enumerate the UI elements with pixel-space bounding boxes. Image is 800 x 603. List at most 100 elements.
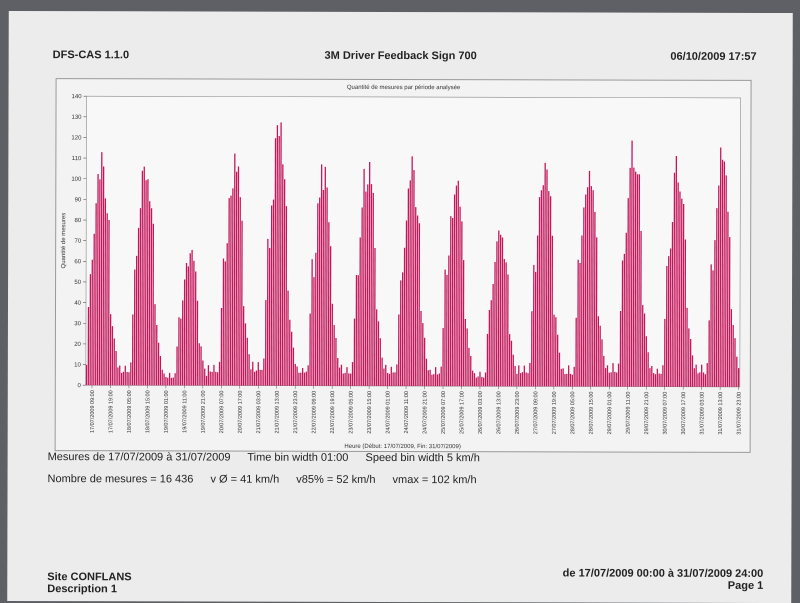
x-tick-label: 19/07/2009 11:00 — [182, 390, 188, 432]
summary-line-1: Mesures de 17/07/2009 à 31/07/2009 Time … — [48, 451, 494, 464]
histogram-bar — [119, 365, 120, 385]
histogram-bar — [555, 317, 556, 386]
histogram-bar — [598, 316, 599, 386]
histogram-chart: Quantité de mesures par période analysée… — [56, 79, 751, 452]
histogram-bar — [516, 374, 517, 386]
y-tick-label: 0 — [77, 383, 81, 389]
histogram-bar — [509, 334, 510, 386]
y-tick-label: 50 — [74, 280, 81, 286]
histogram-bar — [245, 323, 246, 385]
histogram-bar — [699, 372, 700, 386]
y-tick-label: 70 — [74, 239, 81, 245]
histogram-bar — [381, 358, 382, 386]
histogram-bar — [219, 362, 220, 386]
x-tick-label: 21/07/2009 13:00 — [275, 391, 281, 434]
count-text: Nombre de mesures = 16 436 — [48, 473, 194, 485]
histogram-bar — [182, 300, 184, 385]
histogram-bar — [603, 356, 604, 387]
histogram-bar — [352, 362, 353, 386]
x-tick-label: 18/07/2009 15:00 — [145, 390, 151, 433]
histogram-bar — [123, 372, 124, 386]
y-tick-label: 40 — [74, 301, 81, 307]
site-name: Site CONFLANS — [47, 571, 131, 583]
histogram-bar — [163, 373, 164, 385]
histogram-bar — [562, 368, 563, 386]
histogram-bar — [483, 378, 484, 387]
x-tick-label: 18/07/2009 05:00 — [127, 390, 133, 433]
histogram-bar — [601, 339, 602, 386]
x-tick-label: 25/07/2009 17:00 — [459, 391, 465, 434]
x-tick-label: 19/07/2009 01:00 — [164, 390, 170, 433]
y-tick-label: 10 — [74, 363, 81, 369]
histogram-bar — [479, 372, 480, 387]
histogram-bar — [524, 366, 525, 387]
histogram-bar — [344, 373, 345, 386]
histogram-bar — [258, 362, 259, 386]
histogram-bar — [221, 308, 222, 386]
histogram-bar — [559, 353, 560, 387]
histogram-bar — [256, 371, 257, 386]
histogram-bar — [695, 365, 696, 387]
histogram-bar — [354, 319, 355, 386]
histogram-bar — [112, 326, 113, 385]
histogram-bar — [263, 359, 264, 386]
histogram-bar — [429, 370, 430, 386]
histogram-bar — [210, 372, 211, 386]
histogram-bar — [574, 367, 575, 387]
histogram-bar — [162, 370, 163, 386]
x-tick-label: 21/07/2009 03:00 — [256, 391, 262, 434]
histogram-bar — [485, 372, 486, 386]
x-tick-label: 26/07/2009 03:00 — [478, 391, 484, 434]
histogram-bar — [115, 351, 116, 385]
histogram-bar — [211, 372, 212, 386]
histogram-bar — [568, 365, 569, 386]
y-tick-label: 20 — [74, 342, 81, 348]
histogram-bar — [350, 374, 351, 386]
histogram-bar — [708, 320, 709, 386]
y-tick-label: 80 — [75, 218, 82, 224]
histogram-bar — [736, 357, 737, 387]
histogram-bar — [252, 362, 253, 386]
histogram-bar — [132, 314, 133, 385]
x-tick-label: 31/07/2009 23:00 — [736, 392, 742, 435]
histogram-bar — [511, 341, 512, 387]
histogram-bar — [289, 320, 290, 386]
histogram-bar — [651, 366, 652, 387]
x-tick-label: 24/07/2009 01:00 — [385, 391, 391, 434]
histogram-bar — [657, 369, 658, 387]
histogram-bar — [385, 365, 386, 386]
report-page: DFS-CAS 1.1.0 3M Driver Feedback Sign 70… — [7, 11, 793, 603]
histogram-bar — [307, 365, 308, 385]
period-text: Mesures de 17/07/2009 à 31/07/2009 — [48, 451, 231, 463]
x-tick-label: 24/07/2009 21:00 — [422, 391, 428, 434]
histogram-bar — [128, 372, 129, 385]
histogram-bar — [250, 369, 251, 385]
histogram-bar — [433, 374, 434, 386]
histogram-bar — [705, 374, 706, 387]
time-bin-text: Time bin width 01:00 — [247, 452, 348, 464]
histogram-bar — [441, 367, 442, 386]
histogram-bar — [180, 319, 181, 386]
histogram-bar — [553, 315, 554, 387]
histogram-bar — [302, 368, 303, 386]
histogram-bar — [208, 365, 209, 385]
histogram-bar — [557, 335, 558, 387]
histogram-bar — [642, 305, 644, 386]
x-tick-label: 23/07/2009 05:00 — [349, 391, 355, 434]
histogram-bar — [561, 369, 562, 387]
histogram-bar — [396, 364, 397, 386]
histogram-bar — [335, 338, 336, 386]
histogram-bar — [259, 370, 260, 386]
histogram-bar — [513, 355, 514, 387]
y-tick-label: 120 — [71, 135, 82, 141]
histogram-bar — [110, 314, 111, 385]
histogram-bar — [529, 363, 530, 386]
histogram-bar — [655, 374, 656, 386]
histogram-bar — [734, 338, 735, 387]
histogram-bar — [392, 372, 393, 386]
v85-text: v85% = 52 km/h — [296, 474, 375, 486]
histogram-bar — [431, 375, 432, 386]
histogram-bar — [174, 373, 175, 385]
histogram-bar — [291, 332, 292, 386]
histogram-bar — [525, 372, 526, 386]
